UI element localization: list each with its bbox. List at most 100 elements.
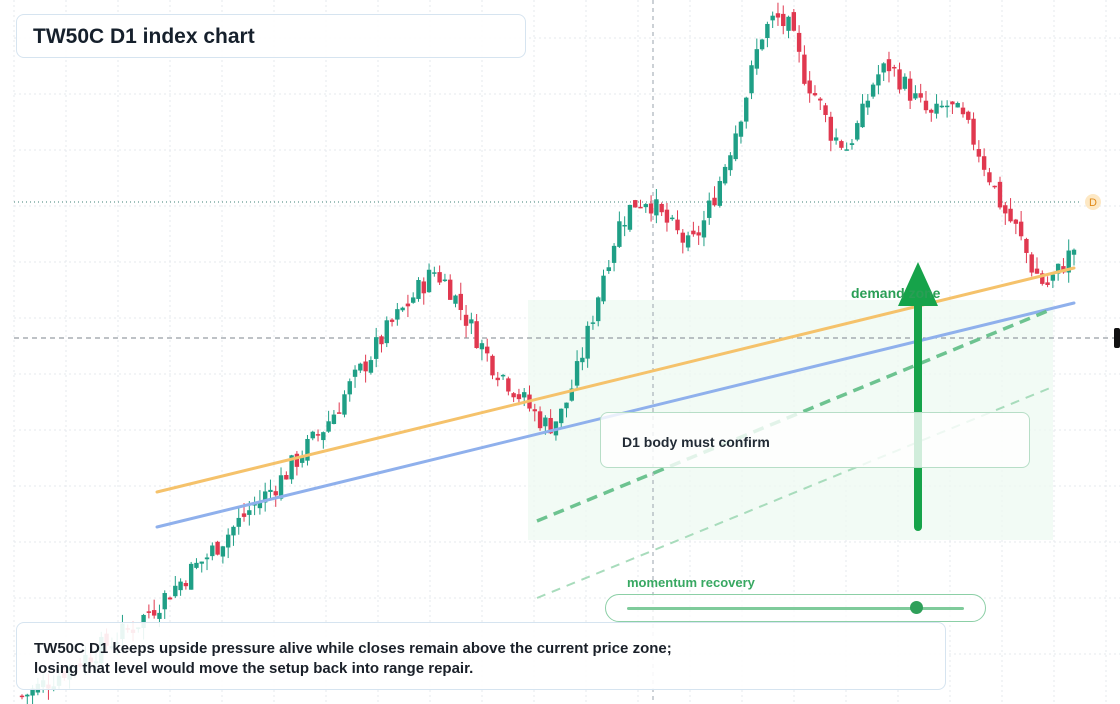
candle-body-down (448, 279, 453, 300)
candle-body-up (1066, 250, 1071, 273)
candle-body-up (944, 105, 950, 108)
upward-arrow-head (898, 262, 938, 306)
candle-body-up (347, 381, 352, 395)
confirm-note-card: D1 body must confirm (600, 412, 1030, 468)
candle-body-up (701, 220, 707, 238)
candle-body-up (574, 361, 580, 386)
candle-body-up (902, 76, 908, 89)
candle-body-down (981, 156, 987, 170)
candle-body-down (791, 12, 797, 31)
summary-card: TW50C D1 keeps upside pressure alive whi… (16, 622, 946, 690)
candle-body-down (284, 475, 289, 480)
candle-body-up (849, 143, 855, 146)
candle-body-down (929, 109, 934, 113)
candle-body-down (818, 98, 823, 101)
candle-body-down (987, 172, 992, 183)
candle-body-down (485, 346, 490, 354)
candle-body-down (548, 417, 553, 434)
candle-body-down (992, 185, 997, 188)
candle-body-up (955, 103, 960, 108)
candle-body-up (585, 325, 590, 359)
candle-body-down (463, 314, 469, 326)
candle-body-down (960, 107, 966, 115)
candle-body-down (363, 361, 368, 372)
candle-body-down (183, 582, 189, 587)
candle-body-up (722, 166, 728, 184)
candle-body-up (860, 103, 865, 128)
candle-body-down (976, 149, 982, 157)
candle-body-up (654, 199, 659, 216)
candle-body-up (754, 49, 760, 69)
candle-body-up (25, 694, 30, 697)
candle-body-up (643, 204, 648, 208)
momentum-knob[interactable] (910, 601, 924, 614)
candle-body-down (458, 293, 463, 311)
candle-body-up (220, 546, 226, 557)
candle-body-up (289, 455, 294, 480)
candle-body-up (310, 431, 315, 439)
candle-body-up (400, 307, 405, 311)
candle-body-up (670, 217, 675, 220)
candle-body-up (368, 360, 374, 373)
candle-body-down (1018, 221, 1024, 237)
candle-body-up (199, 561, 204, 564)
candle-body-down (389, 319, 395, 322)
candle-body-up (601, 275, 606, 302)
candle-body-down (379, 336, 384, 345)
price-tag-letter: D (1089, 197, 1097, 209)
candle-body-down (537, 411, 543, 429)
candle-body-down (897, 69, 902, 90)
candle-body-up (326, 421, 331, 432)
candle-body-up (469, 319, 474, 324)
candle-body-up (231, 526, 236, 536)
price-tag-circle (1085, 194, 1101, 210)
candle-body-up (257, 501, 263, 509)
candle-body-down (241, 513, 247, 517)
candle-body-down (1013, 219, 1019, 224)
candle-body-down (532, 409, 537, 412)
candle-body-up (141, 614, 146, 629)
momentum-slider[interactable] (605, 594, 986, 622)
candle-body-up (865, 100, 871, 108)
candle-body-down (971, 118, 976, 145)
candle-body-down (511, 393, 516, 398)
candle-body-up (744, 97, 749, 122)
candle-body-up (870, 84, 876, 97)
candle-body-up (331, 414, 337, 424)
candle-body-down (664, 209, 670, 223)
candle-body-down (19, 695, 25, 698)
candle-body-down (151, 610, 157, 616)
candle-body-up (225, 534, 231, 548)
candle-body-up (236, 517, 241, 527)
candle-body-up (749, 65, 754, 94)
candle-body-up (881, 63, 886, 73)
momentum-label: momentum recovery (627, 575, 755, 590)
candle-body-up (426, 269, 432, 293)
title-card: TW50C D1 index chart (16, 14, 526, 58)
candle-body-down (506, 378, 511, 392)
candle-body-down (1024, 238, 1029, 253)
candle-body-down (892, 66, 897, 69)
candle-body-down (712, 197, 717, 206)
candle-body-down (950, 101, 955, 105)
candle-body-up (833, 137, 839, 141)
candle-body-up (1071, 249, 1077, 255)
candle-body-up (759, 39, 765, 50)
candle-body-up (416, 280, 421, 299)
candle-body-down (796, 32, 802, 52)
candle-body-down (659, 203, 664, 213)
candle-body-up (442, 279, 448, 282)
candle-body-up (373, 337, 379, 359)
candle-body-down (691, 230, 696, 235)
candle-body-up (717, 180, 723, 206)
candle-body-down (997, 181, 1003, 208)
candle-body-down (516, 394, 522, 400)
candle-body-down (839, 141, 844, 148)
candle-body-up (358, 363, 363, 371)
candle-body-up (268, 489, 273, 492)
candle-body-up (252, 504, 257, 506)
candle-body-down (1040, 273, 1045, 284)
demand-zone-label: demand zone (851, 285, 941, 301)
candle-body-up (395, 309, 400, 320)
candle-body-down (215, 541, 220, 555)
